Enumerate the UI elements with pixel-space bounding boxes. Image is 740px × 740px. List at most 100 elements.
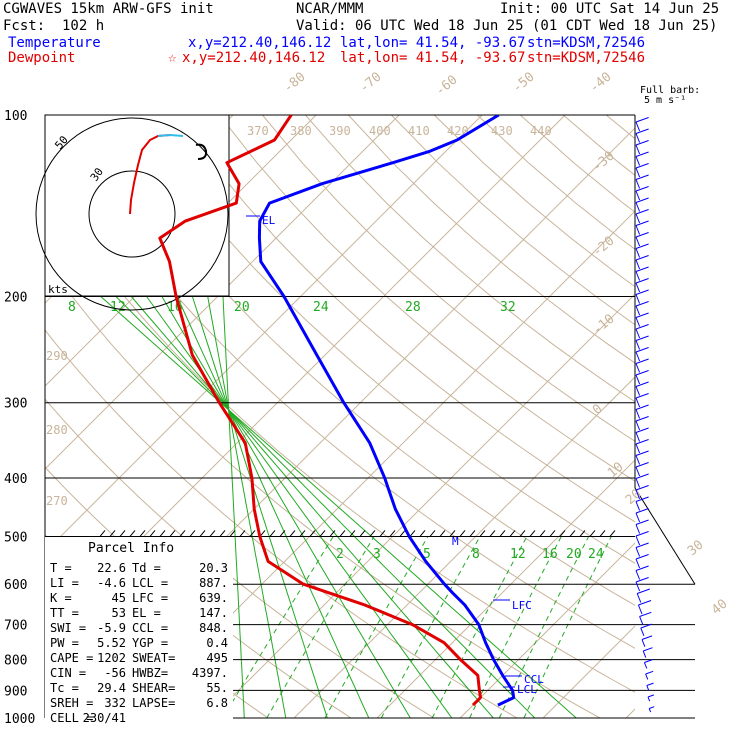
wind-barb-flag [638, 600, 652, 606]
parcel-info-key: TT = [50, 606, 79, 620]
isobar-hatch [459, 530, 466, 537]
wind-barb [635, 432, 641, 442]
dewpoint-location: x,y=212.40,146.12 [182, 50, 326, 66]
parcel-info-key: HWBZ= [132, 666, 168, 680]
wind-barb-flag [635, 427, 649, 433]
init-time: Init: 00 UTC Sat 14 Jun 25 [500, 1, 720, 17]
mixing-ratio-label: 8 [472, 547, 480, 562]
wind-barb [641, 639, 646, 647]
wind-barb-flag [635, 243, 649, 249]
wind-barb [635, 547, 641, 557]
temp-axis-label: 20 [623, 487, 645, 509]
mixing-ratio-line [431, 536, 528, 719]
hodograph-trace-upper [157, 133, 184, 137]
wind-barb [635, 443, 641, 454]
temperature-station: stn=KDSM,72546 [527, 35, 646, 51]
wind-barb-flag [635, 324, 649, 330]
mixing-ratio-line [469, 536, 562, 719]
wind-barb-flag [646, 682, 654, 686]
isobar-hatch [509, 530, 516, 537]
wind-barb [635, 259, 641, 270]
wind-barb [635, 558, 641, 569]
wind-barb-flag [635, 370, 649, 376]
wind-barb-flag [635, 220, 649, 226]
isobar-hatch [559, 530, 566, 537]
temp-axis-label: -50 [510, 69, 538, 96]
wind-barb-flag [647, 694, 655, 698]
wind-barb-flag [635, 209, 649, 215]
theta-label: 400 [369, 124, 391, 138]
dry-adiabat [391, 115, 635, 326]
wind-barb-flag [635, 140, 649, 146]
isobar-hatch [339, 530, 346, 537]
parcel-info-value: 0.4 [206, 636, 228, 650]
parcel-info-key: Tc = [50, 681, 79, 695]
isobar-hatch [139, 530, 146, 537]
isobar-hatch [499, 530, 506, 537]
dewpoint-station: stn=KDSM,72546 [527, 50, 646, 66]
theta-label: 440 [530, 124, 552, 138]
mixing-ratio-line [324, 536, 429, 719]
dry-adiabat [45, 185, 635, 693]
wind-barb [645, 673, 649, 680]
moist-adiabat [164, 268, 370, 719]
mixing-ratio-label: 5 [423, 547, 431, 562]
wind-barb-flag [635, 393, 649, 399]
temp-axis-label: -40 [587, 69, 615, 96]
wind-barb [643, 662, 648, 669]
isobar-hatch [209, 530, 216, 537]
parcel-info-value: -56 [104, 666, 126, 680]
dry-adiabat [692, 115, 740, 718]
theta-label: 380 [290, 124, 312, 138]
level-marker-el: EL [262, 214, 276, 227]
pressure-label: 200 [4, 291, 27, 306]
parcel-info-value: 22.6 [97, 561, 126, 575]
parcel-info-key: PW = [50, 636, 79, 650]
hodograph-ring [35, 117, 229, 311]
wind-barb [635, 351, 641, 362]
temp-axis-label: 40 [709, 597, 731, 619]
moist-adiabat [183, 268, 328, 719]
isobar-hatch [179, 530, 186, 537]
isobar-hatch [609, 530, 616, 537]
wind-barb [635, 317, 641, 327]
temperature-location: x,y=212.40,146.12 [188, 35, 332, 51]
wind-barb-flag [635, 404, 649, 410]
wind-barb [635, 374, 641, 385]
isobar-hatch [169, 530, 176, 537]
temp-axis-label: -60 [433, 72, 461, 99]
wind-barb-flag [645, 670, 654, 675]
parcel-info-key: LI = [50, 576, 79, 590]
isobar-hatch [159, 530, 166, 537]
dry-adiabat [47, 115, 635, 649]
wind-barb [635, 455, 641, 465]
parcel-info-key: CAPE = [50, 651, 93, 665]
dewpoint-latlon: lat,lon= 41.54, -93.67 [340, 50, 526, 66]
parcel-info-key: LAPSE= [132, 696, 175, 710]
wind-barb [640, 627, 645, 636]
wind-barb [635, 397, 641, 408]
pressure-label: 700 [4, 619, 27, 634]
isobar-hatch [599, 530, 606, 537]
parcel-info-value: 55. [206, 681, 228, 695]
wind-barb [635, 409, 641, 419]
parcel-info-key: SWI = [50, 621, 86, 635]
wind-barb [635, 236, 641, 247]
parcel-info-value: 639. [199, 591, 228, 605]
parcel-info-value: 495 [206, 651, 228, 665]
temp-axis-label: -70 [357, 69, 385, 96]
dry-adiabat [562, 115, 635, 176]
hodograph-ring [88, 170, 176, 258]
parcel-info-value: -4.6 [97, 576, 126, 590]
parcel-info-value: 1202 [97, 651, 126, 665]
parcel-info-value: 45 [112, 591, 126, 605]
wind-barb [635, 179, 641, 189]
isobar-hatch [329, 530, 336, 537]
barb-note-line2: 5 m s⁻¹ [644, 95, 687, 106]
parcel-info-key: LCL = [132, 576, 168, 590]
theta-label: 370 [247, 124, 269, 138]
moist-adiabat [145, 268, 411, 719]
isobar-hatch [149, 530, 156, 537]
wind-barb-flag [643, 647, 653, 652]
